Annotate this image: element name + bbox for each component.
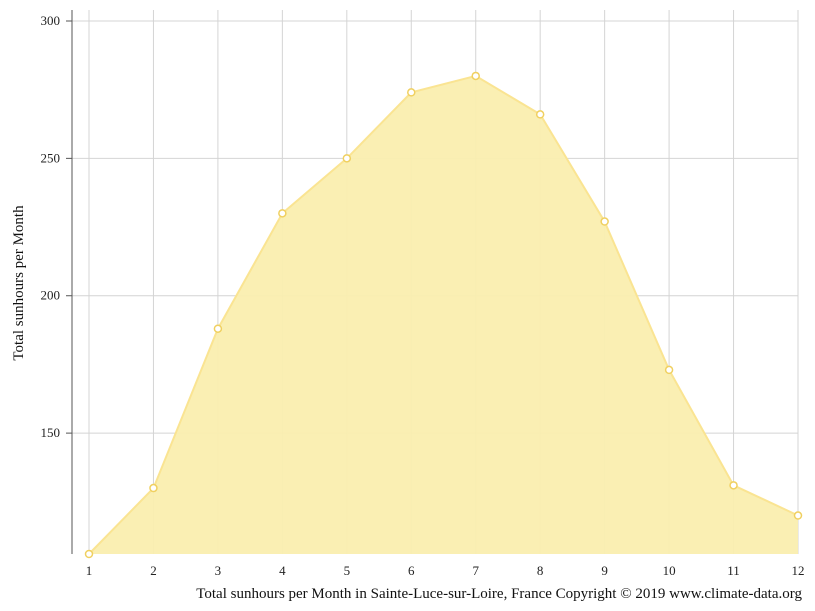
x-tick-label-5: 5 bbox=[344, 563, 351, 578]
data-point-8 bbox=[535, 110, 545, 119]
x-tick-label-9: 9 bbox=[601, 563, 608, 578]
data-point-12 bbox=[793, 511, 803, 520]
y-tick-label-200: 200 bbox=[41, 288, 61, 303]
series-line bbox=[88, 74, 799, 555]
x-tick-label-8: 8 bbox=[537, 563, 544, 578]
data-point-11 bbox=[729, 481, 738, 490]
data-point-4 bbox=[278, 209, 287, 218]
data-point-10 bbox=[664, 365, 674, 375]
y-tick-label-150: 150 bbox=[41, 425, 61, 440]
x-tick-label-7: 7 bbox=[472, 563, 479, 578]
x-tick-label-12: 12 bbox=[792, 563, 805, 578]
x-tick-label-11: 11 bbox=[727, 563, 740, 578]
data-point-7 bbox=[471, 71, 480, 81]
data-point-9 bbox=[600, 217, 609, 226]
x-tick-label-2: 2 bbox=[150, 563, 157, 578]
y-tick-label-250: 250 bbox=[41, 150, 61, 165]
data-points bbox=[84, 71, 803, 559]
x-tick-label-6: 6 bbox=[408, 563, 415, 578]
y-tick-label-300: 300 bbox=[41, 13, 61, 28]
x-tick-label-3: 3 bbox=[215, 563, 222, 578]
data-point-1 bbox=[84, 549, 94, 559]
x-ticks: 1 2 3 4 5 6 7 8 9 10 11 12 bbox=[86, 563, 805, 578]
data-point-5 bbox=[342, 154, 352, 163]
y-axis-title: Total sunhours per Month bbox=[11, 205, 27, 361]
data-point-2 bbox=[149, 483, 158, 493]
y-ticks: 150 200 250 300 bbox=[41, 13, 72, 440]
x-tick-label-4: 4 bbox=[279, 563, 286, 578]
area-fill bbox=[89, 75, 798, 555]
x-tick-label-10: 10 bbox=[663, 563, 676, 578]
x-tick-label-1: 1 bbox=[86, 563, 93, 578]
data-point-3 bbox=[213, 324, 223, 333]
data-point-6 bbox=[407, 88, 416, 97]
chart-caption: Total sunhours per Month in Sainte-Luce-… bbox=[196, 586, 802, 602]
